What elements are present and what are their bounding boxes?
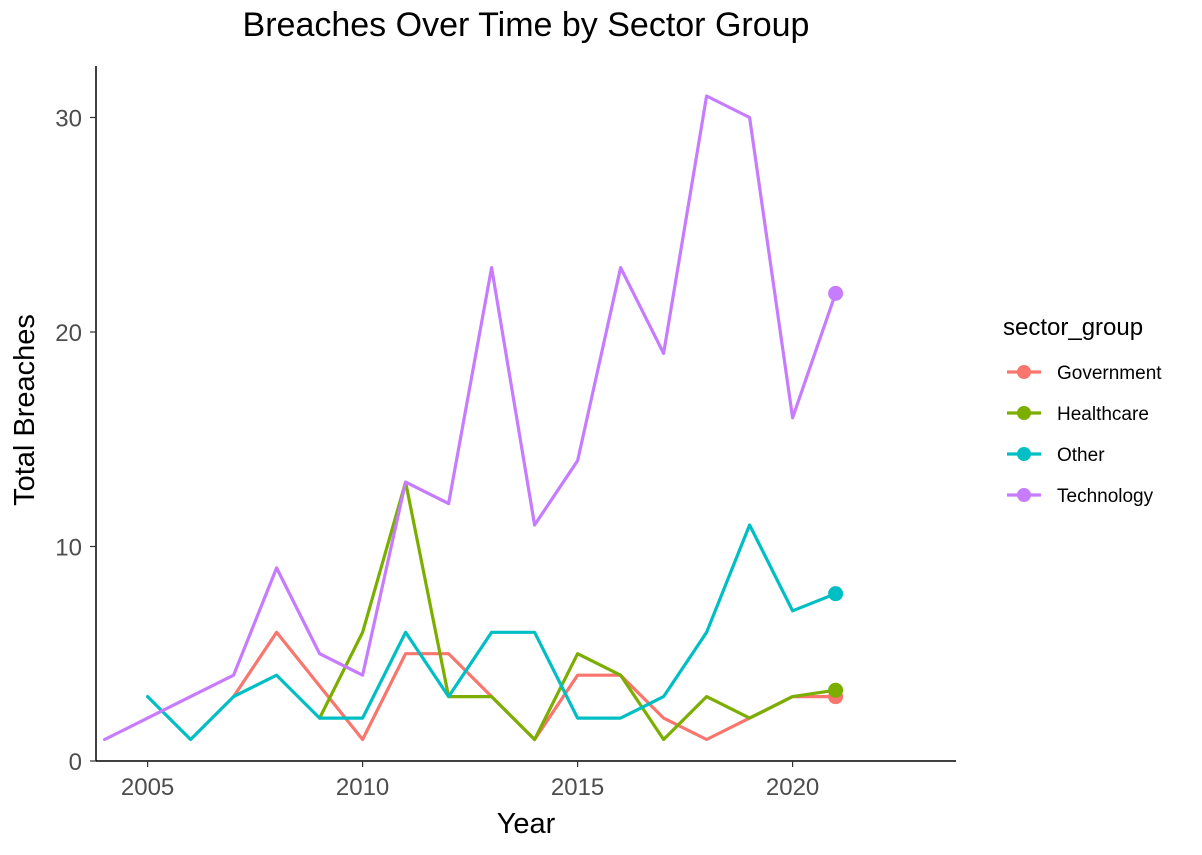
y-axis-title: Total Breaches: [9, 314, 41, 506]
y-tick-label: 30: [55, 105, 82, 132]
legend-title: sector_group: [1003, 314, 1143, 341]
legend-key-dot-government: [1017, 365, 1031, 379]
series-line-government: [232, 630, 838, 742]
series-endpoint-technology: [828, 285, 844, 301]
legend-label-technology: Technology: [1057, 486, 1154, 507]
series-line-other: [146, 523, 838, 742]
x-tick-label: 2020: [766, 774, 819, 801]
series-line-technology: [102, 94, 838, 742]
x-axis-ticks: 2005 2010 2015 2020: [121, 761, 819, 801]
legend-key-dot-other: [1017, 447, 1031, 461]
legend-label-healthcare: Healthcare: [1057, 404, 1149, 425]
legend: sector_group Government Healthcare Other Te…: [1003, 314, 1162, 507]
legend-label-government: Government: [1057, 363, 1162, 384]
y-tick-label: 20: [55, 320, 82, 347]
legend-items: Government Healthcare Other Technology: [1007, 363, 1162, 507]
x-tick-label: 2010: [336, 774, 389, 801]
x-axis-title: Year: [497, 808, 556, 840]
y-axis-ticks: 0 10 20 30: [55, 105, 96, 776]
y-tick-label: 10: [55, 534, 82, 561]
x-tick-label: 2005: [121, 774, 174, 801]
chart-title: Breaches Over Time by Sector Group: [243, 6, 810, 44]
x-tick-label: 2015: [551, 774, 604, 801]
series-endpoint-other: [828, 586, 844, 602]
legend-key-dot-healthcare: [1017, 406, 1031, 420]
y-tick-label: 0: [69, 749, 82, 776]
series-layer: [102, 94, 844, 742]
legend-key-dot-technology: [1017, 488, 1031, 502]
legend-label-other: Other: [1057, 445, 1105, 466]
series-endpoint-healthcare: [828, 682, 844, 698]
